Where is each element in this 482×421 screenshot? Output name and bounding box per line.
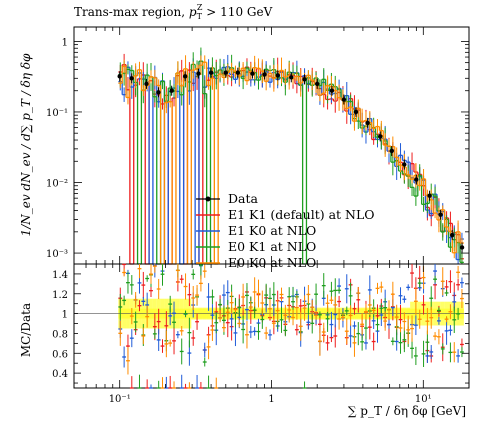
data-point [341,97,347,102]
series-main-3 [118,55,464,265]
y-tick-label-ratio: 1.2 [52,290,68,301]
y-tick-label-main: 10⁻³ [46,249,68,260]
data-point [427,193,432,198]
legend-label: E1 K0 at NLO [228,223,316,238]
y-tick-label-ratio: 0.6 [52,349,68,360]
data-point [353,109,359,115]
x-tick-label: 10⁻¹ [109,394,131,405]
y-axis-title-ratio: MC/Data [19,303,33,357]
data-point [289,75,294,80]
data-point [449,232,455,238]
legend-marker [205,196,211,202]
y-axis-title-main: 1/N_ev dN_ev / d∑ p_T / δη δφ [19,53,33,236]
data-point [208,70,214,75]
series-ratio-3 [118,264,464,389]
y-tick-label-main: 1 [62,37,68,48]
y-tick-label-ratio: 0.8 [52,329,68,340]
data-point [389,148,394,154]
y-tick-label-ratio: 1.4 [52,270,68,281]
legend-entry-2: E0 K1 at NLO [196,239,316,254]
y-tick-label-ratio: 1 [62,310,68,321]
data-point [235,70,241,75]
data-point [196,71,201,76]
y-tick-label-main: 10⁻¹ [46,108,68,119]
legend-label: Data [228,191,258,206]
data-point [459,245,465,250]
ratio-plot [74,263,469,389]
data-point [156,90,161,95]
legend-label: E0 K0 at NLO [228,255,316,270]
y-tick-label-main: 10⁻² [46,179,68,190]
data-point [314,81,320,87]
data-point [169,88,174,93]
data-point [275,73,280,78]
y-tick-label-ratio: 0.4 [52,369,68,380]
legend-entry-1: E1 K0 at NLO [196,223,316,238]
data-point [250,71,255,76]
legend-entry-0: E1 K1 (default) at NLO [196,207,375,222]
data-point [365,120,370,126]
data-point [302,77,307,82]
data-point [144,81,149,87]
data-point [223,70,229,75]
legend-label: E0 K1 at NLO [228,239,316,254]
main-plot [117,47,465,265]
axes: 10⁻¹ 1 10¹ 1 10⁻¹ 10⁻² 10⁻³ 1.4 1.2 1 0.8 0.6 0.4 [46,27,470,405]
data-point [414,177,419,182]
data-point [402,162,407,167]
data-point [129,76,134,81]
data-point [182,74,188,79]
legend-entry-3: E0 K0 at NLO [196,255,316,270]
legend-label: E1 K1 (default) at NLO [228,207,375,222]
data-point [329,88,335,93]
plot-title: Trans-max region, pTZ > 110 GeV [74,3,273,21]
data-point [117,74,122,79]
data-point [262,72,267,77]
data-point [377,134,383,139]
legend-entry-data: Data [196,191,258,206]
data-point [438,212,443,217]
x-tick-label: 1 [268,394,274,405]
x-tick-label: 10¹ [415,394,432,405]
data-points [117,67,465,253]
x-axis-title: ∑ p_T / δη δφ [GeV] [348,404,466,418]
